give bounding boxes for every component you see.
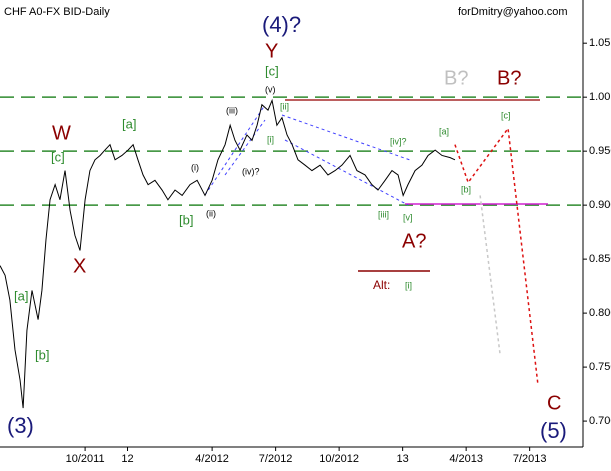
wave-label: [c] xyxy=(501,110,511,120)
wave-label: X xyxy=(73,255,86,277)
wave-label: B? xyxy=(497,67,521,89)
x-tick-label: 10/2012 xyxy=(319,453,359,465)
y-tick-label: 0.750 xyxy=(589,361,611,373)
x-tick-label: 4/2013 xyxy=(449,453,483,465)
y-tick-label: 0.850 xyxy=(589,253,611,265)
wave-label: [c] xyxy=(51,149,65,164)
y-tick-label: 0.800 xyxy=(589,307,611,319)
forecast-line xyxy=(454,126,539,386)
wave-label: Alt: xyxy=(373,278,390,292)
y-tick-label: 0.900 xyxy=(589,199,611,211)
y-tick-label: 1.05 xyxy=(589,37,610,49)
wave-label: [a] xyxy=(439,126,449,136)
channel-line xyxy=(204,104,266,196)
y-tick-label: 0.950 xyxy=(589,145,611,157)
chart-title: CHF A0-FX BID-Daily xyxy=(4,6,110,18)
wave-label: (v) xyxy=(265,84,276,94)
chart-subtitle: forDmitry@yahoo.com xyxy=(458,6,568,18)
wave-label: [a] xyxy=(14,288,28,303)
wave-label: (4)? xyxy=(262,12,301,37)
wave-label: [i] xyxy=(267,134,274,144)
wave-label: [iv]? xyxy=(390,136,407,146)
x-tick-label: 10/2011 xyxy=(66,453,105,465)
wave-label: [b] xyxy=(461,184,471,194)
wave-label: W xyxy=(52,122,71,144)
channel-line xyxy=(284,139,409,206)
wave-label: [ii] xyxy=(280,101,289,111)
wave-label: (3) xyxy=(7,413,34,438)
wave-label: Y xyxy=(265,40,278,62)
wave-label: (iv)? xyxy=(242,166,260,176)
x-tick-label: 12 xyxy=(121,453,133,465)
wave-label: B? xyxy=(444,67,468,89)
wave-label: C xyxy=(547,392,561,414)
wave-label: (ii) xyxy=(206,208,216,218)
wave-label: (iii) xyxy=(226,105,238,115)
wave-label: [v] xyxy=(403,212,413,222)
wave-label: A? xyxy=(402,230,426,252)
channel-line xyxy=(224,119,266,176)
forecast-line xyxy=(479,195,501,356)
wave-label: [a] xyxy=(122,116,136,131)
price-line xyxy=(0,98,456,409)
wave-label: [b] xyxy=(179,212,193,227)
x-tick-label: 7/2012 xyxy=(259,453,293,465)
plot xyxy=(0,98,539,409)
x-tick-label: 4/2012 xyxy=(195,453,229,465)
channel-line xyxy=(281,114,411,161)
wave-label: (5) xyxy=(540,418,567,443)
wave-label: (i) xyxy=(191,162,199,172)
grid xyxy=(0,96,583,206)
wave-label: [b] xyxy=(35,347,49,362)
wave-label: [iii] xyxy=(378,209,389,219)
wave-label: [c] xyxy=(265,63,279,78)
x-tick-label: 7/2013 xyxy=(513,453,547,465)
y-tick-label: 1.00 xyxy=(589,91,610,103)
x-tick-label: 13 xyxy=(397,453,409,465)
y-tick-label: 0.700 xyxy=(589,415,611,427)
wave-label: [i] xyxy=(405,280,412,290)
